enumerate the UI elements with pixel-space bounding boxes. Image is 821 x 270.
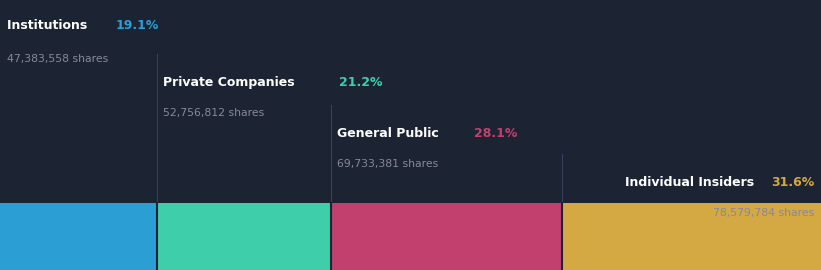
Text: 31.6%: 31.6%	[771, 176, 814, 188]
FancyBboxPatch shape	[157, 202, 331, 270]
FancyBboxPatch shape	[331, 202, 562, 270]
Text: 28.1%: 28.1%	[475, 127, 518, 140]
Text: 52,756,812 shares: 52,756,812 shares	[163, 108, 264, 118]
FancyBboxPatch shape	[562, 202, 821, 270]
Text: 21.2%: 21.2%	[339, 76, 383, 89]
Text: 47,383,558 shares: 47,383,558 shares	[7, 54, 108, 64]
Text: Individual Insiders: Individual Insiders	[625, 176, 759, 188]
Text: 69,733,381 shares: 69,733,381 shares	[337, 159, 438, 169]
FancyBboxPatch shape	[0, 202, 157, 270]
Text: General Public: General Public	[337, 127, 443, 140]
Text: 19.1%: 19.1%	[116, 19, 159, 32]
Text: 78,579,784 shares: 78,579,784 shares	[713, 208, 814, 218]
Text: Institutions: Institutions	[7, 19, 91, 32]
Text: Private Companies: Private Companies	[163, 76, 300, 89]
